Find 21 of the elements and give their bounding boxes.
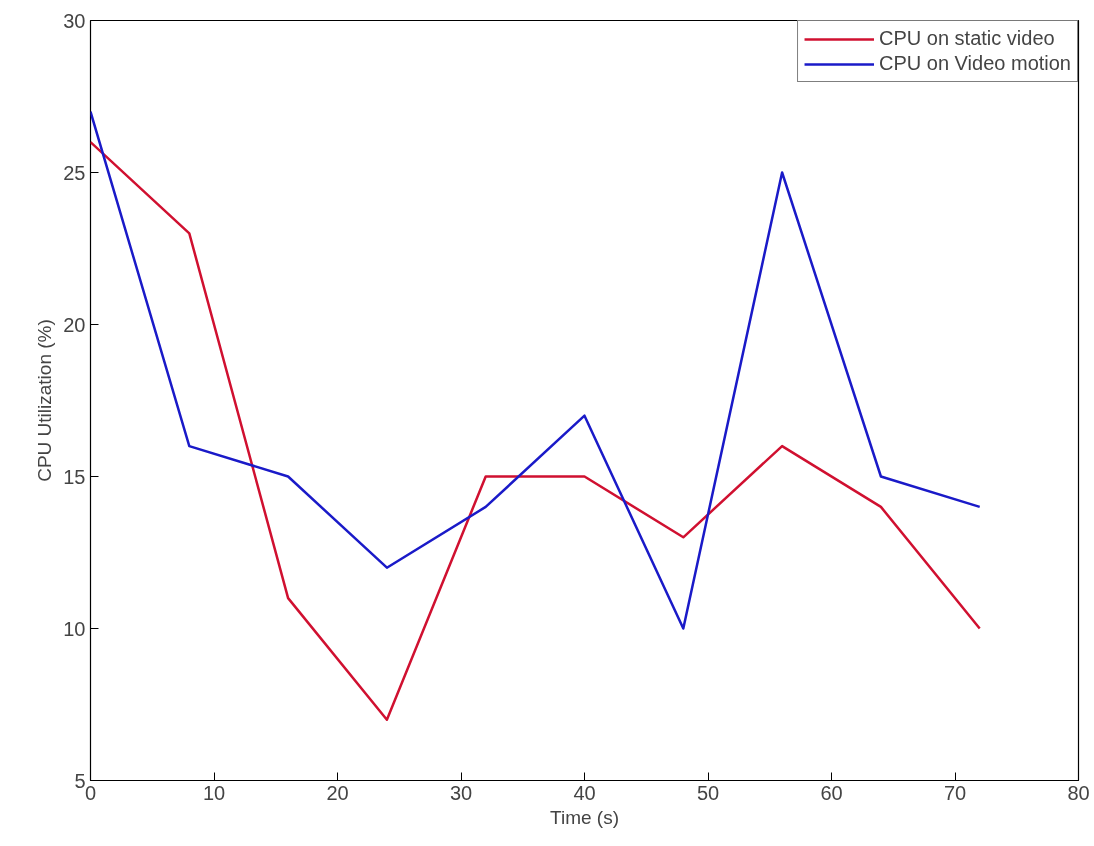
legend-label: CPU on static video: [879, 27, 1055, 50]
y-tick-label: 5: [74, 769, 86, 792]
x-axis-title: Time (s): [550, 806, 619, 828]
x-tick-label: 0: [84, 781, 97, 804]
x-tick-label: 40: [573, 781, 596, 804]
y-tick-label: 20: [63, 313, 86, 336]
y-axis-title: CPU Utilization (%): [34, 319, 56, 482]
line-series: [90, 140, 981, 721]
legend-label: CPU on Video motion: [879, 52, 1071, 75]
x-tick-label: 70: [943, 781, 967, 804]
y-tick-label: 25: [63, 161, 86, 184]
x-tick-label: 30: [449, 781, 473, 804]
y-tick-label: 15: [63, 465, 86, 488]
x-tick-label: 10: [202, 781, 226, 804]
x-tick-label: 60: [820, 781, 843, 804]
y-tick-label: 10: [63, 617, 86, 640]
line-series: [90, 110, 981, 630]
x-tick-label: 80: [1067, 781, 1090, 804]
x-tick-label: 50: [696, 781, 720, 804]
y-tick-label: 30: [63, 9, 86, 32]
x-tick-label: 20: [326, 781, 349, 804]
